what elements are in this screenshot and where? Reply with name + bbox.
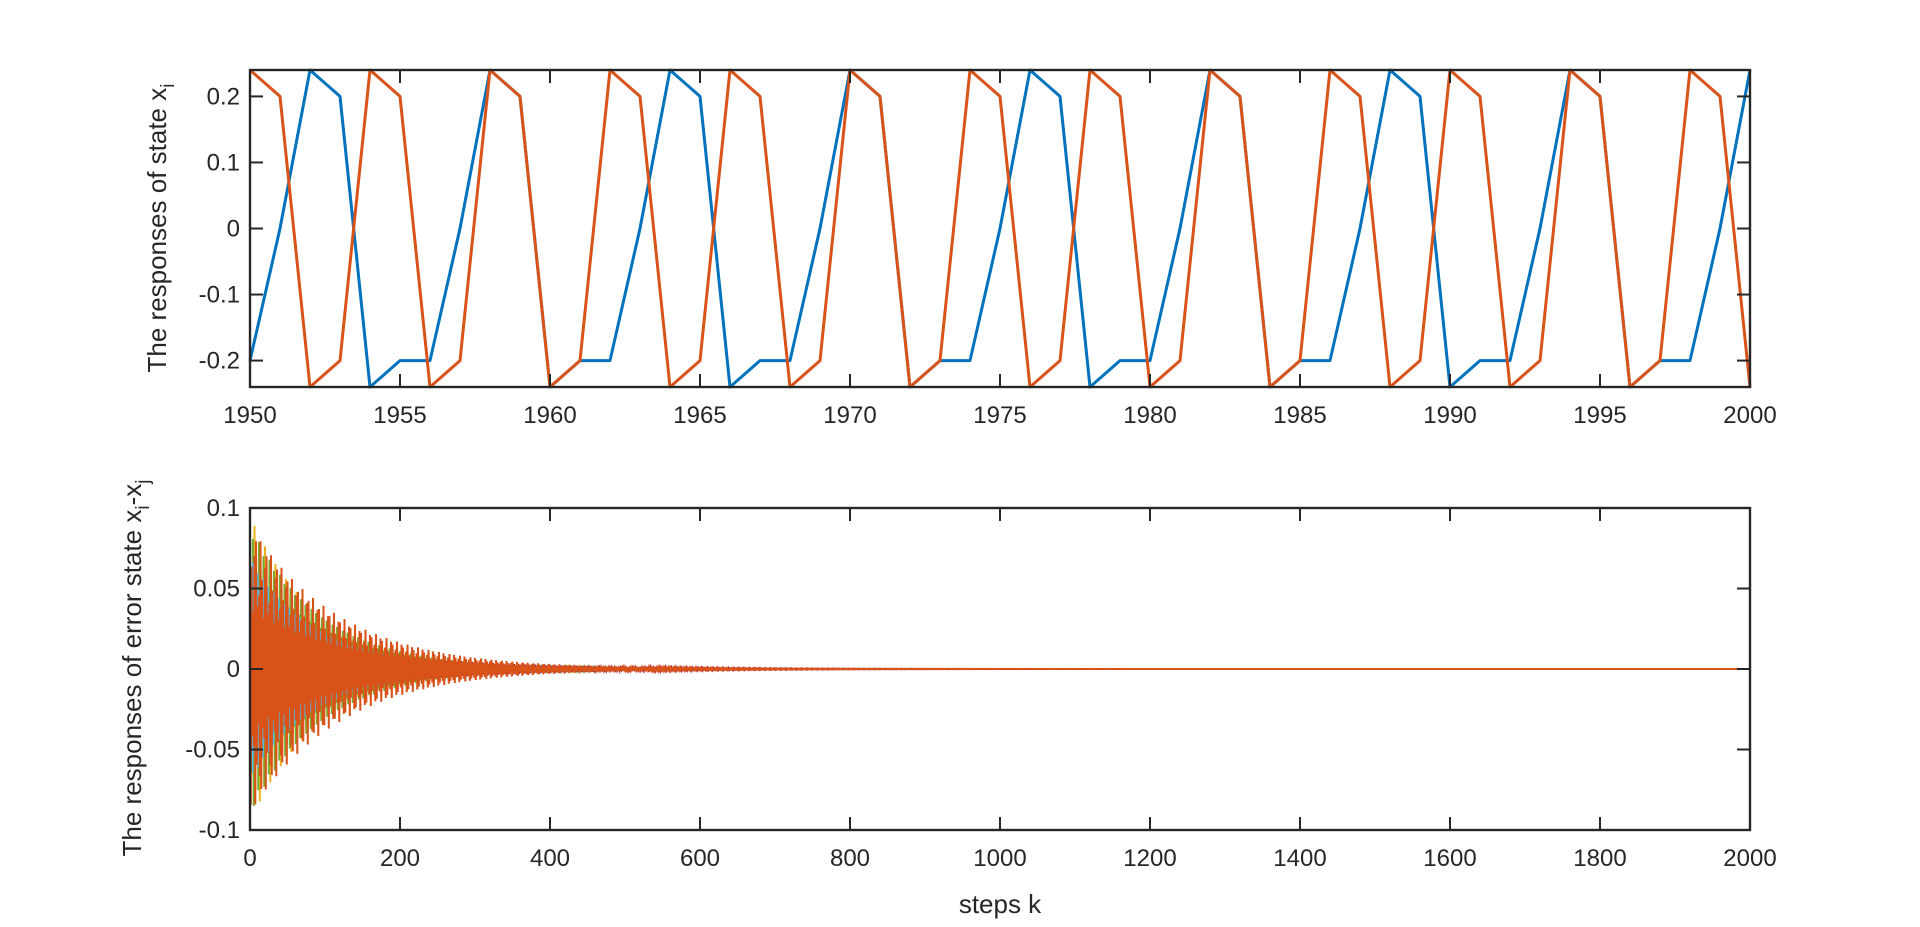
x-tick-label: 1965: [673, 402, 726, 429]
y-tick-label: 0.1: [207, 495, 240, 522]
top-series-group: [248, 68, 1752, 389]
y-tick-label: 0: [227, 656, 240, 683]
x-tick-label: 1800: [1573, 845, 1626, 872]
top-ticks: [249, 70, 1751, 387]
bottom-series-group: [249, 525, 1751, 806]
x-tick-label: 1955: [373, 402, 426, 429]
bottom-y-tick-labels: -0.1 -0.05 0 0.05 0.1: [185, 495, 240, 844]
x-tick-label: 200: [380, 845, 420, 872]
x-tick-label: 2000: [1723, 845, 1776, 872]
x-tick-label: 1970: [823, 402, 876, 429]
bottom-ticks: [249, 507, 1751, 831]
x-tick-label: 400: [530, 845, 570, 872]
error-series-line-7: [249, 525, 1750, 806]
x-tick-label: 800: [830, 845, 870, 872]
x-tick-label: 0: [243, 845, 256, 872]
y-tick-label: -0.2: [199, 348, 240, 375]
y-tick-label: 0.2: [207, 83, 240, 110]
x-tick-label: 1200: [1123, 845, 1176, 872]
y-tick-label: -0.05: [185, 737, 240, 764]
y-tick-label: 0.1: [207, 149, 240, 176]
x-tick-label: 1980: [1123, 402, 1176, 429]
top-x-tick-labels: 1950 1955 1960 1965 1970 1975 1980 1985 1990 1995…: [223, 402, 1776, 429]
bottom-x-axis-label: steps k: [959, 889, 1042, 919]
x-tick-label: 1995: [1573, 402, 1626, 429]
x-tick-label: 1985: [1273, 402, 1326, 429]
x-tick-label: 600: [680, 845, 720, 872]
y-tick-label: 0.05: [193, 576, 240, 603]
x-tick-label: 1975: [973, 402, 1026, 429]
x-tick-label: 1000: [973, 845, 1026, 872]
y-tick-label: 0: [227, 216, 240, 243]
top-y-tick-labels: -0.2 -0.1 0 0.1 0.2: [199, 83, 240, 374]
state-series-line-2: [249, 68, 1752, 389]
top-axes: 1950 1955 1960 1965 1970 1975 1980 1985 1990 1995…: [142, 68, 1777, 429]
y-tick-label: -0.1: [199, 817, 240, 844]
x-tick-label: 1960: [523, 402, 576, 429]
bottom-y-axis-label: The responses of error state xi-xj: [117, 480, 154, 857]
y-tick-label: -0.1: [199, 282, 240, 309]
x-tick-label: 1990: [1423, 402, 1476, 429]
bottom-x-tick-labels: 0 200 400 600 800 1000 1200 1400 1600 1800 2000: [243, 845, 1776, 872]
top-y-axis-label: The responses of state xi: [142, 84, 179, 373]
x-tick-label: 2000: [1723, 402, 1776, 429]
x-tick-label: 1950: [223, 402, 276, 429]
x-tick-label: 1400: [1273, 845, 1326, 872]
x-tick-label: 1600: [1423, 845, 1476, 872]
bottom-axes: 0 200 400 600 800 1000 1200 1400 1600 1800 2000 -0…: [117, 480, 1777, 919]
